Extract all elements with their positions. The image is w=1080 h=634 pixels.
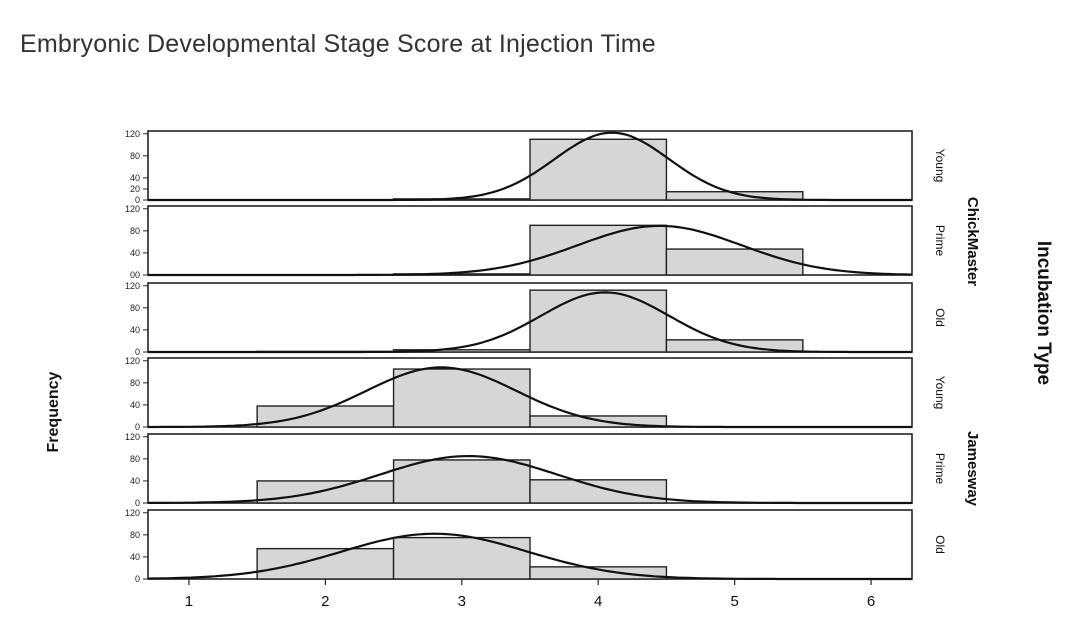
normal-curve — [148, 366, 912, 429]
y-tick-label: 120 — [125, 356, 140, 366]
row-label-old: Old — [933, 535, 947, 554]
x-tick-label: 4 — [594, 593, 602, 610]
x-tick-label: 2 — [321, 593, 329, 610]
chart-title: Embryonic Developmental Stage Score at I… — [20, 30, 656, 58]
x-tick-label: 1 — [185, 593, 193, 610]
panel-chickmaster-old: 0 40 80 120 Old — [125, 281, 947, 357]
y-axis-title: Frequency — [45, 371, 62, 452]
normal-curve — [148, 291, 912, 354]
y-tick-label: 40 — [130, 325, 140, 335]
histogram-bar — [665, 191, 804, 201]
histogram-bar — [256, 480, 395, 504]
y-tick-label: 40 — [130, 552, 140, 562]
histogram-bar — [392, 459, 531, 504]
histogram-bar — [392, 536, 531, 580]
histogram-bar — [529, 289, 668, 353]
histogram-bar — [529, 415, 668, 428]
y-tick-label: 0 — [135, 195, 140, 205]
panel-chickmaster-prime: 00 40 80 120 Prime — [125, 204, 947, 280]
normal-curve — [148, 455, 912, 505]
y-tick-label: 0 — [135, 574, 140, 584]
y-tick-label: 40 — [130, 476, 140, 486]
histogram-bar — [256, 547, 395, 580]
normal-curve — [148, 224, 913, 277]
histogram-bar — [529, 224, 668, 276]
y-tick-label: 120 — [125, 281, 140, 291]
y-tick-label: 120 — [125, 204, 140, 214]
y-tick-label: 80 — [130, 530, 140, 540]
y-tick-label: 80 — [130, 303, 140, 313]
y-tick-label: 0 — [135, 347, 140, 357]
panel-jamesway-old: 0 40 80 120 Old — [125, 508, 947, 584]
y-tick-label: 120 — [125, 129, 140, 139]
panel-jamesway-prime: 0 40 80 120 Prime — [125, 432, 947, 508]
histogram-bar — [392, 368, 531, 428]
x-tick-label: 5 — [730, 593, 738, 610]
y-tick-label: 40 — [130, 400, 140, 410]
x-tick-label: 3 — [458, 593, 466, 610]
histogram-bar — [529, 138, 668, 201]
row-label-prime: Prime — [933, 225, 947, 257]
panel-jamesway-young: 0 40 80 120 Young — [125, 356, 947, 432]
histogram-bar — [529, 479, 668, 504]
y-tick-label: 0 — [135, 498, 140, 508]
y-tick-label: 80 — [130, 151, 140, 161]
y-tick-label: 120 — [125, 508, 140, 518]
normal-curve — [148, 131, 912, 202]
y-tick-label: 20 — [130, 184, 140, 194]
group-label-chickmaster: ChickMaster — [964, 197, 981, 286]
y-tick-label: 80 — [130, 378, 140, 388]
y-tick-label: 40 — [130, 173, 140, 183]
y-tick-label: 120 — [125, 432, 140, 442]
y-tick-label: 80 — [130, 226, 140, 236]
y-tick-label: 00 — [130, 270, 140, 280]
histogram-bar — [665, 248, 804, 276]
normal-curve — [147, 532, 912, 581]
row-label-young: Young — [933, 149, 947, 183]
facet-axis-title: Incubation Type — [1033, 241, 1054, 385]
row-label-young: Young — [933, 376, 947, 410]
y-tick-label: 80 — [130, 454, 140, 464]
group-label-jamesway: Jamesway — [964, 431, 981, 507]
x-tick-label: 6 — [867, 593, 875, 610]
y-tick-label: 0 — [135, 422, 140, 432]
y-tick-label: 40 — [130, 248, 140, 258]
row-label-prime: Prime — [933, 453, 947, 485]
row-label-old: Old — [933, 308, 947, 327]
